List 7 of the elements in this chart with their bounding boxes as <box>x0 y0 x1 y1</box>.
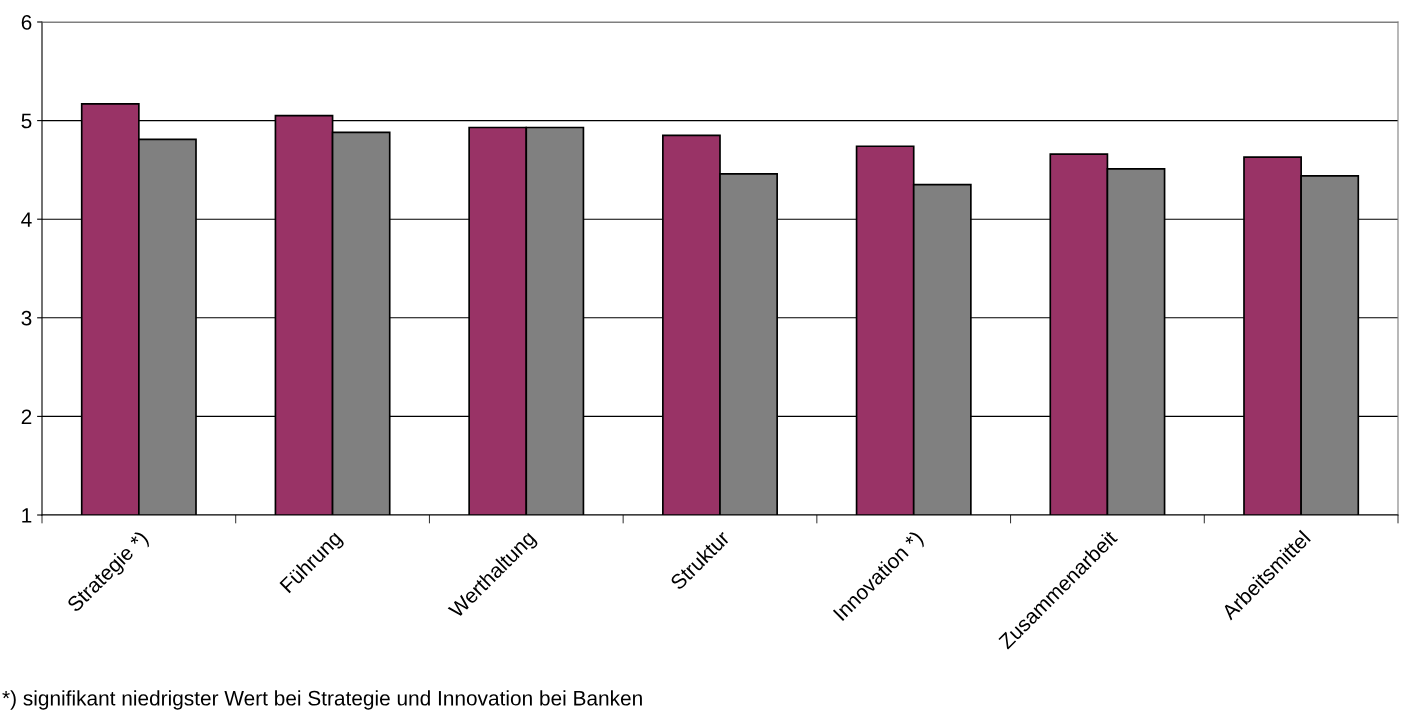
y-tick-label: 3 <box>21 310 32 326</box>
y-tick-label: 5 <box>21 113 32 129</box>
y-tick-label: 2 <box>21 409 32 424</box>
y-tick-label: 6 <box>21 15 32 30</box>
text: *) signifikant niedrigster Wert bei Strategie und Innovation bei Banken <box>2 690 642 710</box>
y-tick-label: 4 <box>21 212 32 227</box>
y-tick-label: 1 <box>22 508 32 523</box>
